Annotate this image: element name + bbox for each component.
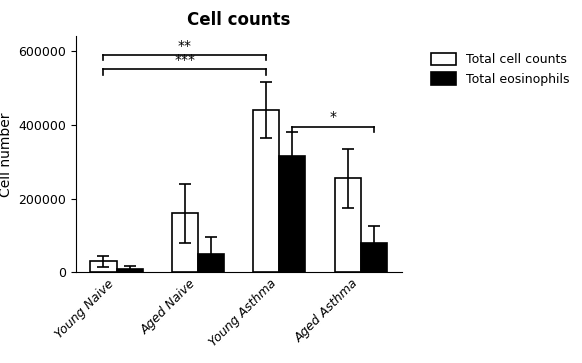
Bar: [253, 110, 279, 272]
Bar: [198, 254, 224, 272]
Text: ***: ***: [175, 53, 196, 67]
Title: Cell counts: Cell counts: [187, 11, 290, 29]
Bar: [361, 243, 387, 272]
Text: *: *: [329, 110, 336, 125]
Bar: [90, 261, 116, 272]
Bar: [335, 178, 361, 272]
Bar: [279, 156, 306, 272]
Y-axis label: Cell number: Cell number: [0, 112, 12, 196]
Bar: [116, 269, 143, 272]
Bar: [172, 213, 198, 272]
Legend: Total cell counts, Total eosinophils: Total cell counts, Total eosinophils: [421, 42, 579, 96]
Text: **: **: [178, 38, 192, 53]
